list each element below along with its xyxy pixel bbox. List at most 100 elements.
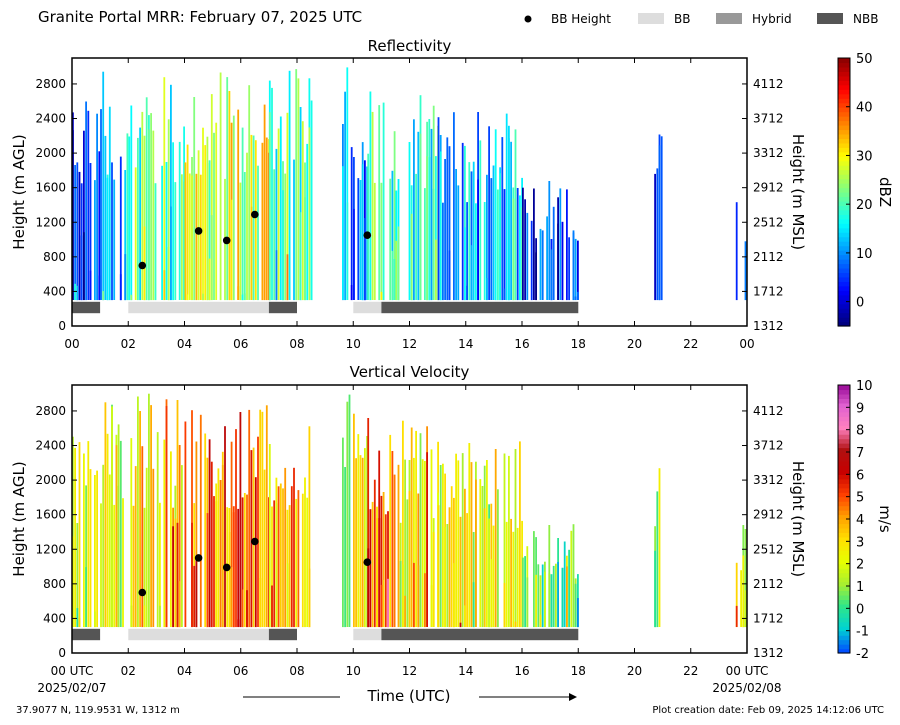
classification-bar-nbb <box>72 628 101 641</box>
echo-column <box>346 67 349 301</box>
echo-column <box>102 71 105 301</box>
echo-column <box>199 174 202 300</box>
echo-column <box>472 582 475 628</box>
echo-column <box>178 141 181 300</box>
x-tick-label: 10 <box>346 664 361 678</box>
colorbar-segment <box>838 205 850 211</box>
echo-column <box>288 70 291 300</box>
echo-column <box>286 254 289 301</box>
colorbar-segment <box>838 321 850 327</box>
echo-column <box>656 168 659 301</box>
echo-column <box>174 182 177 300</box>
echo-column <box>472 532 475 628</box>
echo-column <box>299 212 302 301</box>
echo-column <box>106 433 109 627</box>
colorbar-segment <box>838 116 850 122</box>
colorbar-segment <box>838 58 850 64</box>
echo-column <box>261 411 264 627</box>
colorbar-segment <box>838 496 850 502</box>
echo-column <box>257 436 259 627</box>
y-left-tick-label: 1600 <box>35 181 66 195</box>
reflectivity-colorbar: 0 10 20 30 40 50 <box>837 52 873 327</box>
echo-column <box>275 503 278 628</box>
x-tick-label: 08 <box>289 664 304 678</box>
y-left-tick-label: 2800 <box>35 77 66 91</box>
echo-column <box>176 400 179 628</box>
echo-column <box>413 457 415 628</box>
reflectivity-panel: Reflectivity 00 02 04 06 08 10 12 14 16 18 20 22 000… <box>10 37 894 351</box>
echo-column <box>387 511 389 628</box>
colorbar-segment <box>838 80 850 86</box>
echo-column <box>100 109 102 300</box>
echo-column <box>439 465 442 627</box>
colorbar-segment <box>838 438 850 444</box>
echo-column <box>389 434 392 628</box>
echo-column <box>156 432 159 628</box>
echo-column <box>308 426 311 628</box>
echo-column <box>181 174 183 300</box>
x-tick-label: 18 <box>571 337 586 351</box>
colorbar-segment <box>838 581 850 587</box>
echo-column <box>406 499 409 628</box>
echo-column <box>219 72 222 301</box>
echo-column <box>410 427 413 627</box>
classification-bar-nbb <box>381 628 579 641</box>
echo-column <box>387 578 389 628</box>
echo-column <box>288 505 291 628</box>
colorbar-segment <box>838 443 850 449</box>
echo-column <box>557 223 559 300</box>
echo-column <box>259 409 262 628</box>
x-axis-start-date: 2025/02/07 <box>37 681 106 695</box>
echo-column <box>141 446 144 628</box>
echo-column <box>261 142 264 301</box>
y-right-tick-label: 2112 <box>753 250 784 264</box>
echo-column <box>94 180 96 301</box>
echo-column <box>461 142 464 301</box>
echo-column <box>428 157 431 301</box>
x-tick-label: 14 <box>458 664 473 678</box>
colorbar-segment <box>838 209 850 215</box>
echo-column <box>499 173 501 300</box>
echo-column <box>555 563 557 628</box>
colorbar-segment <box>838 93 850 99</box>
echo-column <box>417 493 420 628</box>
echo-column <box>561 567 564 628</box>
echo-column <box>353 208 355 300</box>
echo-column <box>252 447 255 628</box>
echo-column <box>145 467 148 628</box>
y-left-tick-label: 2000 <box>35 146 66 160</box>
y-right-tick-label: 3712 <box>753 439 784 453</box>
echo-column <box>230 441 233 627</box>
colorbar-segment <box>838 272 850 278</box>
echo-column <box>446 524 449 627</box>
x-tick-label: 04 <box>177 664 192 678</box>
colorbar-segment <box>838 563 850 569</box>
echo-column <box>268 112 271 301</box>
colorbar-segment <box>838 577 850 583</box>
echo-column <box>204 433 207 627</box>
vertical-velocity-title: Vertical Velocity <box>350 363 470 381</box>
x-tick-label: 04 <box>177 337 192 351</box>
echo-column <box>557 562 559 627</box>
colorbar-segment <box>838 174 850 180</box>
colorbar-segment <box>838 385 850 391</box>
echo-column <box>210 215 213 301</box>
echo-column <box>210 94 213 300</box>
echo-column <box>367 548 370 628</box>
echo-column <box>361 457 364 627</box>
echo-column <box>503 189 506 300</box>
colorbar-segment <box>838 187 850 193</box>
echo-column <box>384 514 387 628</box>
x-axis-arrow-head <box>569 693 577 701</box>
echo-column <box>130 294 133 301</box>
echo-column <box>76 162 79 301</box>
echo-column <box>472 161 475 301</box>
legend-bb-patch <box>638 13 664 24</box>
echo-column <box>230 567 233 628</box>
echo-column <box>535 252 537 300</box>
echo-column <box>516 527 519 627</box>
echo-column <box>546 216 548 300</box>
echo-column <box>359 455 362 628</box>
echo-column <box>514 129 517 301</box>
echo-column <box>85 485 87 627</box>
